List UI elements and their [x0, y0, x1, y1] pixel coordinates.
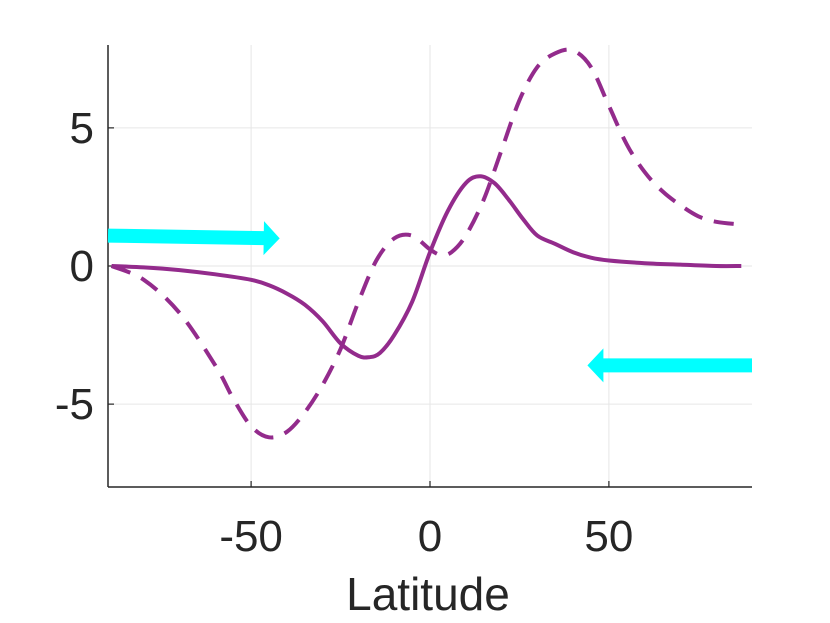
arrow-left-icon — [587, 348, 752, 383]
solid-series-line — [111, 174, 742, 360]
grid — [108, 45, 752, 487]
y-tick-label: 0 — [70, 242, 94, 291]
x-tick-label: -50 — [219, 512, 283, 561]
annotations — [107, 221, 752, 383]
x-tick-label: 50 — [584, 512, 633, 561]
tick-labels: -50 0 50-505 — [55, 104, 633, 561]
arrow-right-icon — [107, 221, 280, 256]
x-axis-label: Latitude — [346, 568, 510, 620]
dashed-series-line — [110, 47, 742, 440]
y-tick-label: -5 — [55, 380, 94, 429]
y-tick-label: 5 — [70, 104, 94, 153]
axes — [107, 45, 752, 488]
series-layer — [110, 47, 742, 440]
x-tick-label: 0 — [418, 512, 442, 561]
